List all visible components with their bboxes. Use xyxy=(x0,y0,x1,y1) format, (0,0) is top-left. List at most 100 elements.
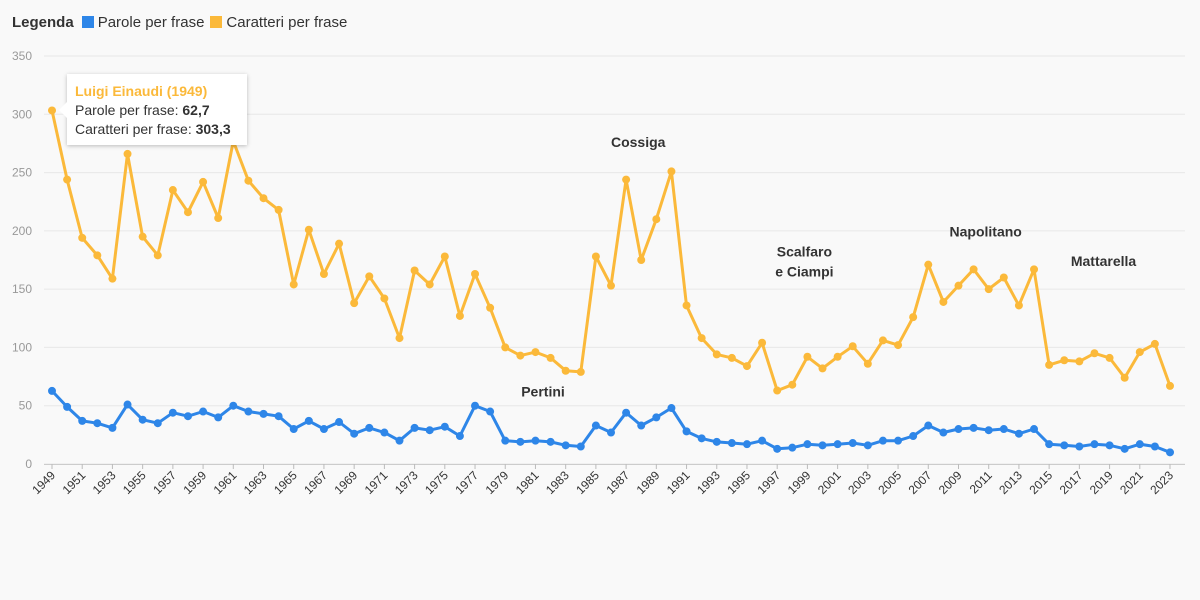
data-point-1-1977[interactable] xyxy=(471,269,480,278)
data-point-1-1955[interactable] xyxy=(138,232,147,241)
data-point-0-2005[interactable] xyxy=(894,436,903,445)
data-point-0-1956[interactable] xyxy=(153,419,162,428)
data-point-1-2020[interactable] xyxy=(1120,373,1129,382)
data-point-0-2007[interactable] xyxy=(924,421,933,430)
data-point-0-1967[interactable] xyxy=(319,425,328,434)
data-point-1-1965[interactable] xyxy=(289,280,298,289)
data-point-0-1977[interactable] xyxy=(471,401,480,410)
data-point-0-1990[interactable] xyxy=(667,404,676,413)
data-point-1-1980[interactable] xyxy=(516,351,525,360)
data-point-1-2023[interactable] xyxy=(1166,381,1174,390)
data-point-1-1966[interactable] xyxy=(304,225,313,234)
data-point-1-1996[interactable] xyxy=(758,338,767,347)
data-point-0-1979[interactable] xyxy=(501,436,510,445)
data-point-1-1949[interactable] xyxy=(48,106,56,115)
data-point-1-1957[interactable] xyxy=(168,186,177,195)
data-point-1-2004[interactable] xyxy=(878,336,887,345)
data-point-0-1994[interactable] xyxy=(727,439,736,448)
data-point-0-1992[interactable] xyxy=(697,434,706,443)
data-point-1-1982[interactable] xyxy=(546,353,555,362)
data-point-1-1969[interactable] xyxy=(350,299,359,308)
data-point-1-1976[interactable] xyxy=(455,311,464,320)
data-point-1-1972[interactable] xyxy=(395,334,404,343)
data-point-1-2015[interactable] xyxy=(1045,360,1054,369)
data-point-1-1960[interactable] xyxy=(214,214,223,223)
data-point-1-2011[interactable] xyxy=(984,285,993,294)
data-point-0-2016[interactable] xyxy=(1060,441,1069,450)
data-point-0-1966[interactable] xyxy=(304,416,313,425)
data-point-1-1967[interactable] xyxy=(319,269,328,278)
data-point-1-2014[interactable] xyxy=(1030,265,1039,274)
data-point-0-2018[interactable] xyxy=(1090,440,1099,449)
data-point-1-2001[interactable] xyxy=(833,352,842,361)
data-point-0-1980[interactable] xyxy=(516,437,525,446)
data-point-1-2012[interactable] xyxy=(999,273,1008,282)
data-point-0-1969[interactable] xyxy=(350,429,359,438)
data-point-1-2018[interactable] xyxy=(1090,349,1099,358)
data-point-0-1968[interactable] xyxy=(335,418,344,427)
data-point-1-2009[interactable] xyxy=(954,281,963,290)
data-point-1-1974[interactable] xyxy=(425,280,434,289)
data-point-0-1959[interactable] xyxy=(199,407,208,416)
data-point-0-2020[interactable] xyxy=(1120,444,1129,453)
data-point-0-2019[interactable] xyxy=(1105,441,1114,450)
data-point-0-1976[interactable] xyxy=(455,432,464,441)
data-point-1-1971[interactable] xyxy=(380,294,389,303)
data-point-1-1981[interactable] xyxy=(531,348,540,357)
data-point-0-2003[interactable] xyxy=(863,441,872,450)
data-point-1-1963[interactable] xyxy=(259,194,268,203)
data-point-0-1953[interactable] xyxy=(108,423,117,432)
data-point-1-1950[interactable] xyxy=(63,175,72,184)
data-point-0-1963[interactable] xyxy=(259,409,268,418)
data-point-0-1995[interactable] xyxy=(742,440,751,449)
data-point-0-1997[interactable] xyxy=(773,444,782,453)
data-point-1-2019[interactable] xyxy=(1105,353,1114,362)
data-point-0-1974[interactable] xyxy=(425,426,434,435)
data-point-0-1961[interactable] xyxy=(229,401,238,410)
data-point-0-2008[interactable] xyxy=(939,428,948,437)
data-point-0-1950[interactable] xyxy=(63,402,72,411)
data-point-1-2008[interactable] xyxy=(939,297,948,306)
data-point-1-1994[interactable] xyxy=(727,353,736,362)
legend-item-parole[interactable]: Parole per frase xyxy=(81,14,204,31)
data-point-1-1953[interactable] xyxy=(108,274,117,283)
data-point-0-1960[interactable] xyxy=(214,413,223,422)
data-point-0-1996[interactable] xyxy=(758,436,767,445)
data-point-0-1972[interactable] xyxy=(395,436,404,445)
data-point-1-1968[interactable] xyxy=(335,239,344,248)
data-point-1-1959[interactable] xyxy=(199,177,208,186)
data-point-1-1985[interactable] xyxy=(591,252,600,261)
data-point-1-1956[interactable] xyxy=(153,251,162,260)
data-point-1-1970[interactable] xyxy=(365,272,374,281)
data-point-0-1998[interactable] xyxy=(788,443,797,452)
data-point-0-1989[interactable] xyxy=(652,413,661,422)
data-point-1-1989[interactable] xyxy=(652,215,661,224)
data-point-1-2010[interactable] xyxy=(969,265,978,274)
legend-item-caratteri[interactable]: Caratteri per frase xyxy=(210,14,347,31)
data-point-0-1981[interactable] xyxy=(531,436,540,445)
data-point-0-1985[interactable] xyxy=(591,421,600,430)
data-point-0-1952[interactable] xyxy=(93,419,102,428)
data-point-0-1971[interactable] xyxy=(380,428,389,437)
data-point-1-1991[interactable] xyxy=(682,301,691,310)
data-point-0-1983[interactable] xyxy=(561,441,570,450)
data-point-0-1962[interactable] xyxy=(244,407,253,416)
data-point-0-1987[interactable] xyxy=(622,408,631,417)
data-point-1-1978[interactable] xyxy=(486,303,495,312)
data-point-1-1986[interactable] xyxy=(607,281,615,290)
data-point-1-1990[interactable] xyxy=(667,167,676,176)
data-point-1-2005[interactable] xyxy=(894,341,903,350)
data-point-1-1958[interactable] xyxy=(183,208,192,217)
data-point-1-1992[interactable] xyxy=(697,334,706,343)
data-point-0-2010[interactable] xyxy=(969,423,978,432)
data-point-1-2007[interactable] xyxy=(924,260,933,269)
data-point-1-1964[interactable] xyxy=(274,205,283,214)
data-point-1-1999[interactable] xyxy=(803,352,812,361)
data-point-1-1987[interactable] xyxy=(622,175,631,184)
data-point-0-2002[interactable] xyxy=(848,439,857,448)
data-point-0-2014[interactable] xyxy=(1030,425,1039,434)
data-point-1-2021[interactable] xyxy=(1135,348,1144,357)
data-point-0-1957[interactable] xyxy=(168,408,177,417)
data-point-0-2011[interactable] xyxy=(984,426,993,435)
data-point-0-1978[interactable] xyxy=(486,407,495,416)
